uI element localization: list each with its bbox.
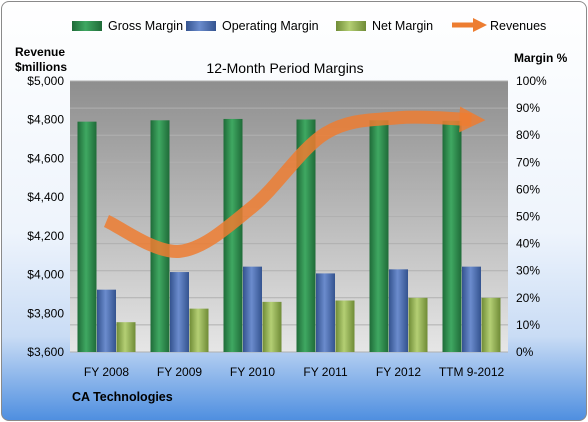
- company-name: CA Technologies: [72, 390, 173, 404]
- legend-label-gross-margin: Gross Margin: [108, 19, 183, 33]
- right-tick-label: 90%: [516, 101, 540, 115]
- category-label: TTM 9-2012: [439, 365, 505, 379]
- right-tick-label: 30%: [516, 264, 540, 278]
- legend: Gross Margin Operating Margin Net Margin…: [72, 18, 546, 33]
- legend-swatch-net-margin: [336, 21, 366, 31]
- category-label: FY 2012: [376, 365, 421, 379]
- left-tick-label: $3,800: [27, 306, 64, 320]
- legend-label-operating-margin: Operating Margin: [222, 19, 319, 33]
- category-label: FY 2008: [84, 365, 129, 379]
- operating-margin-bar: [389, 269, 408, 352]
- operating-margin-bar: [243, 266, 262, 352]
- legend-swatch-operating-margin: [186, 21, 216, 31]
- operating-margin-bar: [97, 289, 116, 352]
- right-axis-title: Margin %: [514, 51, 568, 65]
- left-tick-label: $4,600: [27, 151, 64, 165]
- right-tick-label: 60%: [516, 182, 540, 196]
- right-tick-label: 20%: [516, 291, 540, 305]
- right-tick-label: 10%: [516, 318, 540, 332]
- operating-margin-bar: [170, 272, 189, 352]
- gross-margin-bar: [442, 120, 462, 352]
- category-label: FY 2009: [157, 365, 202, 379]
- category-labels: FY 2008 FY 2009 FY 2010 FY 2011 FY 2012 TTM 9…: [84, 365, 505, 379]
- left-tick-label: $3,600: [27, 345, 64, 359]
- left-axis-title-line1: Revenue: [15, 45, 65, 59]
- left-tick-label: $4,200: [27, 229, 64, 243]
- operating-margin-bar: [462, 266, 481, 352]
- category-label: FY 2010: [230, 365, 275, 379]
- net-margin-bar: [335, 300, 355, 352]
- net-margin-bar: [262, 301, 282, 352]
- right-tick-label: 40%: [516, 237, 540, 251]
- legend-swatch-gross-margin: [72, 21, 102, 31]
- legend-label-revenues: Revenues: [490, 19, 546, 33]
- right-tick-label: 70%: [516, 155, 540, 169]
- left-tick-label: $4,000: [27, 268, 64, 282]
- gross-margin-bar: [369, 120, 389, 352]
- gross-margin-bar: [150, 120, 170, 352]
- revenues-line: [103, 106, 486, 258]
- bars: [77, 118, 501, 353]
- gridlines: [70, 80, 508, 353]
- gross-margin-bar: [223, 118, 243, 352]
- right-tick-label: 50%: [516, 210, 540, 224]
- operating-margin-bar: [316, 273, 335, 352]
- gross-margin-bar: [77, 121, 97, 353]
- net-margin-bar: [189, 308, 209, 352]
- left-axis-ticks: $3,600 $3,800 $4,000 $4,200 $4,400 $4,600 $4,8…: [27, 74, 64, 359]
- left-tick-label: $4,800: [27, 113, 64, 127]
- net-margin-bar: [116, 322, 136, 352]
- left-tick-label: $4,400: [27, 190, 64, 204]
- right-axis-ticks: 0% 10% 20% 30% 40% 50% 60% 70% 80% 90% 100%: [516, 74, 547, 359]
- gross-margin-bar: [296, 119, 316, 353]
- net-margin-bar: [408, 297, 428, 352]
- left-tick-label: $5,000: [27, 74, 64, 88]
- net-margin-bar: [481, 297, 501, 352]
- chart-title: 12-Month Period Margins: [206, 60, 363, 76]
- right-tick-label: 100%: [516, 74, 547, 88]
- right-tick-label: 80%: [516, 128, 540, 142]
- legend-label-net-margin: Net Margin: [372, 19, 433, 33]
- revenues-line-path: [103, 106, 486, 258]
- left-axis-title-line2: $millions: [15, 60, 67, 74]
- right-tick-label: 0%: [516, 345, 534, 359]
- category-label: FY 2011: [303, 365, 348, 379]
